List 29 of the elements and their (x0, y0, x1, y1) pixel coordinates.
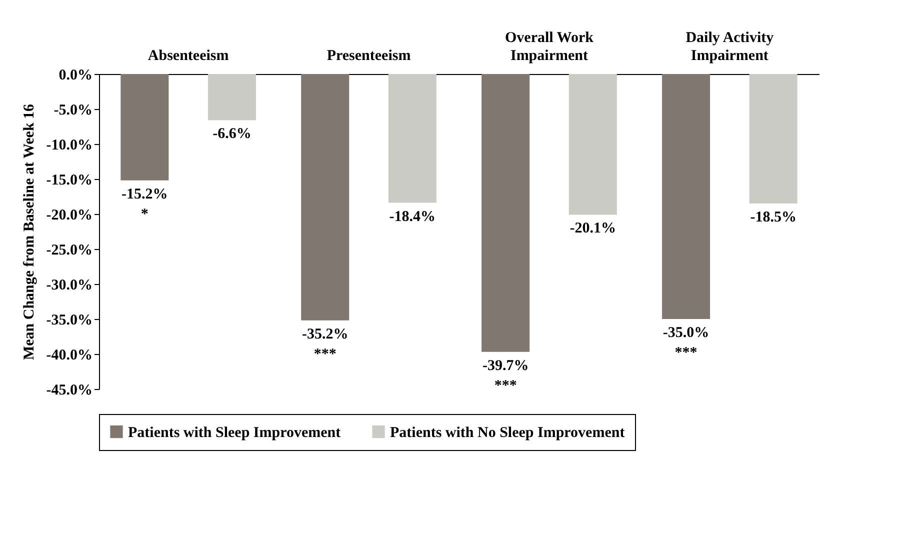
data-label: -39.7% (482, 358, 529, 374)
y-axis-title: Mean Change from Baseline at Week 16 (21, 103, 38, 360)
y-tick-label: -45.0% (46, 382, 92, 398)
annotation: * (140, 206, 148, 222)
y-tick-label: -10.0% (46, 138, 92, 154)
x-tick-label: Absenteeism (148, 48, 230, 64)
annotation: *** (494, 378, 517, 394)
data-label: -15.2% (122, 186, 168, 202)
y-tick-label: -5.0% (54, 102, 92, 118)
y-tick-label: -25.0% (46, 242, 92, 258)
data-label: -18.4% (389, 208, 436, 225)
x-tick-label: Daily Activity Impairment (686, 30, 774, 64)
data-label: -20.1% (570, 220, 616, 237)
annotation: *** (314, 346, 336, 362)
y-tick-label: -20.0% (46, 208, 92, 224)
y-tick-label: -30.0% (46, 278, 92, 294)
x-tick-label: Presenteeism (326, 48, 412, 64)
x-tick-label: Overall Work Impairment (504, 30, 594, 64)
y-tick-label: 0.0% (58, 68, 92, 84)
y-tick-label: -35.0% (46, 312, 92, 328)
data-label: -6.6% (212, 126, 252, 142)
annotation: *** (674, 345, 698, 361)
data-label: -35.2% (302, 326, 348, 342)
legend-label: Patients with No Sleep Improvement (390, 424, 625, 441)
y-tick-label: -15.0% (46, 172, 92, 188)
data-label: -35.0% (662, 325, 710, 341)
data-label: -18.5% (750, 210, 796, 226)
legend-label: Patients with Sleep Improvement (128, 424, 341, 441)
y-tick-label: -40.0% (46, 348, 92, 364)
